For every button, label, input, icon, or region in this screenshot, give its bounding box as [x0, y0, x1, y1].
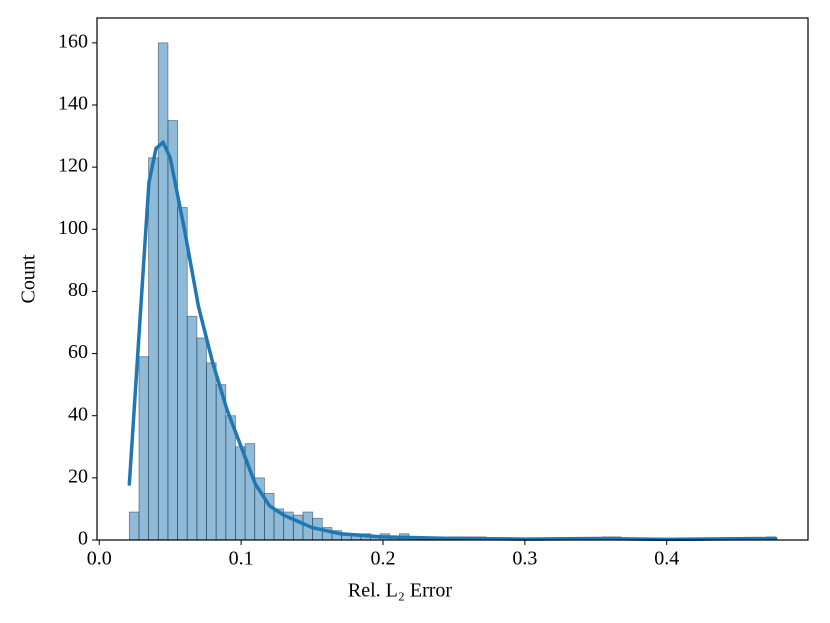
y-tick-label: 120 [58, 155, 88, 177]
y-tick-label: 40 [68, 403, 88, 425]
y-axis-label: Count [18, 254, 40, 303]
kde-line [127, 140, 778, 542]
bar [186, 315, 198, 541]
bar [157, 42, 169, 541]
x-tick-label: 0.1 [229, 548, 254, 570]
bar [225, 415, 236, 541]
bar [128, 511, 140, 541]
y-tick-label: 20 [68, 465, 88, 487]
plot-frame [96, 17, 809, 541]
bar [148, 157, 159, 541]
bar [196, 337, 207, 541]
y-tick-label: 100 [58, 217, 88, 239]
y-tick-label: 80 [68, 279, 88, 301]
y-tick-label: 60 [68, 341, 88, 363]
x-axis-label: Rel. L₂ Error [348, 580, 453, 602]
x-tick-label: 0.2 [370, 548, 395, 570]
bar [235, 446, 246, 541]
y-tick-label: 140 [58, 93, 88, 115]
x-tick-label: 0.0 [87, 548, 112, 570]
y-tick-label: 160 [58, 30, 88, 52]
bar [206, 362, 217, 541]
x-tick-label: 0.3 [512, 548, 537, 570]
bar [138, 356, 150, 541]
y-tick-label: 0 [78, 528, 88, 550]
x-tick-label: 0.4 [654, 548, 679, 570]
bar [215, 384, 227, 541]
bar [177, 207, 188, 541]
